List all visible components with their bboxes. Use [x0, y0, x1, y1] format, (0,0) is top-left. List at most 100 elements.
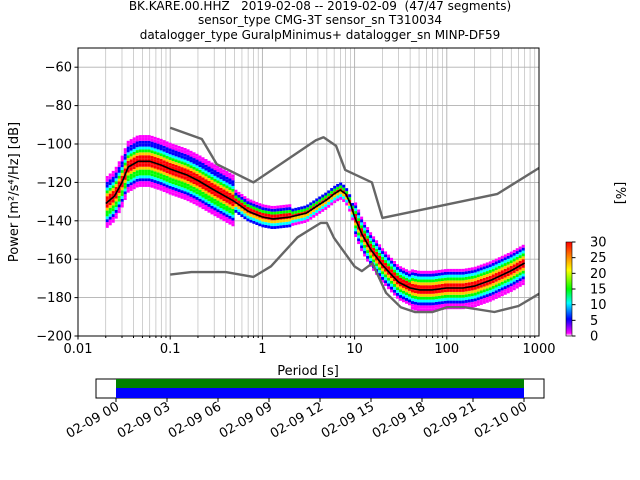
heatmap-cell — [363, 227, 367, 231]
heatmap-cell — [345, 196, 349, 200]
heatmap-cell — [500, 261, 504, 265]
heatmap-cell — [497, 280, 501, 284]
heatmap-cell — [216, 203, 220, 207]
heatmap-cell — [488, 267, 492, 271]
heatmap-cell — [431, 282, 435, 286]
heatmap-cell — [270, 208, 274, 212]
heatmap-cell — [309, 205, 313, 209]
heatmap-cell — [198, 201, 202, 205]
heatmap-cell — [216, 189, 220, 192]
heatmap-cell — [186, 157, 190, 161]
heatmap-cell — [129, 176, 133, 180]
heatmap-cell — [452, 300, 456, 304]
heatmap-cell — [437, 281, 441, 285]
heatmap-cell — [210, 211, 214, 215]
heatmap-cell — [443, 303, 447, 307]
heatmap-cell — [464, 300, 468, 303]
heatmap-cell — [243, 216, 247, 220]
heatmap-cell — [378, 252, 382, 256]
heatmap-cell — [440, 292, 444, 296]
heatmap-cell — [419, 282, 423, 286]
heatmap-cell — [467, 290, 471, 294]
heatmap-cell — [369, 252, 373, 256]
heatmap-cell — [437, 272, 441, 276]
heatmap-cell — [431, 293, 435, 297]
heatmap-cell — [372, 239, 376, 243]
heatmap-cell — [171, 143, 175, 147]
heatmap-cell — [422, 308, 426, 312]
heatmap-cell — [222, 192, 226, 196]
heatmap-cell — [132, 137, 136, 141]
heatmap-cell — [126, 169, 130, 173]
heatmap-cell — [291, 222, 295, 226]
heatmap-cell — [324, 207, 328, 210]
heatmap-cell — [419, 299, 423, 303]
heatmap-cell — [174, 170, 178, 174]
heatmap-cell — [168, 177, 172, 181]
heatmap-cell — [348, 197, 352, 201]
heatmap-cell — [518, 246, 522, 250]
heatmap-cell — [390, 257, 394, 261]
heatmap-cell — [413, 293, 417, 296]
heatmap-cell — [231, 214, 235, 218]
heatmap-cell — [207, 160, 211, 164]
heatmap-cell — [213, 184, 217, 188]
heatmap-cell — [437, 284, 441, 288]
heatmap-cell — [135, 161, 139, 165]
heatmap-cell — [503, 268, 507, 272]
heatmap-cell — [416, 293, 420, 297]
heatmap-cell — [141, 172, 145, 176]
heatmap-cell — [366, 229, 370, 233]
heatmap-cell — [440, 295, 444, 299]
coverage-tick-label: 02-09 09 — [217, 399, 275, 441]
heatmap-cell — [408, 273, 411, 277]
heatmap-cell — [461, 274, 465, 278]
heatmap-cell — [521, 270, 525, 274]
heatmap-cell — [369, 232, 373, 236]
heatmap-cell — [225, 205, 229, 209]
heatmap-cell — [195, 197, 199, 200]
heatmap-cell — [282, 219, 286, 223]
heatmap-cell — [264, 222, 268, 225]
heatmap-cell — [321, 197, 325, 201]
heatmap-cell — [195, 171, 199, 174]
heatmap-cell — [132, 154, 136, 158]
heatmap-cell — [219, 184, 223, 188]
heatmap-cell — [159, 138, 163, 142]
heatmap-cell — [393, 281, 397, 285]
heatmap-cell — [294, 210, 298, 214]
heatmap-cell — [518, 275, 522, 279]
heatmap-cell — [455, 303, 459, 307]
heatmap-cell — [467, 302, 471, 306]
heatmap-cell — [261, 210, 265, 213]
heatmap-cell — [470, 275, 474, 279]
heatmap-cell — [425, 296, 429, 300]
heatmap-cell — [408, 290, 411, 294]
heatmap-cell — [231, 220, 235, 224]
heatmap-cell — [111, 188, 115, 192]
heatmap-cell — [431, 305, 435, 309]
heatmap-cell — [198, 204, 202, 208]
heatmap-cell — [234, 204, 238, 208]
heatmap-cell — [156, 158, 160, 161]
heatmap-cell — [449, 297, 453, 301]
heatmap-cell — [183, 196, 187, 200]
heatmap-cell — [120, 187, 124, 191]
heatmap-cell — [189, 168, 193, 171]
heatmap-cell — [357, 218, 361, 222]
heatmap-cell — [174, 190, 178, 194]
y-tick-label: −200 — [36, 330, 72, 345]
heatmap-cell — [225, 196, 229, 200]
heatmap-cell — [114, 201, 118, 205]
heatmap-cell — [458, 283, 462, 287]
heatmap-cell — [437, 304, 441, 308]
heatmap-cell — [372, 256, 376, 260]
heatmap-cell — [168, 142, 172, 146]
heatmap-cell — [464, 288, 468, 292]
heatmap-cell — [144, 135, 148, 138]
heatmap-cell — [177, 186, 181, 190]
heatmap-cell — [159, 164, 163, 168]
heatmap-cell — [117, 204, 121, 208]
heatmap-cell — [297, 207, 301, 211]
heatmap-cell — [168, 148, 172, 152]
